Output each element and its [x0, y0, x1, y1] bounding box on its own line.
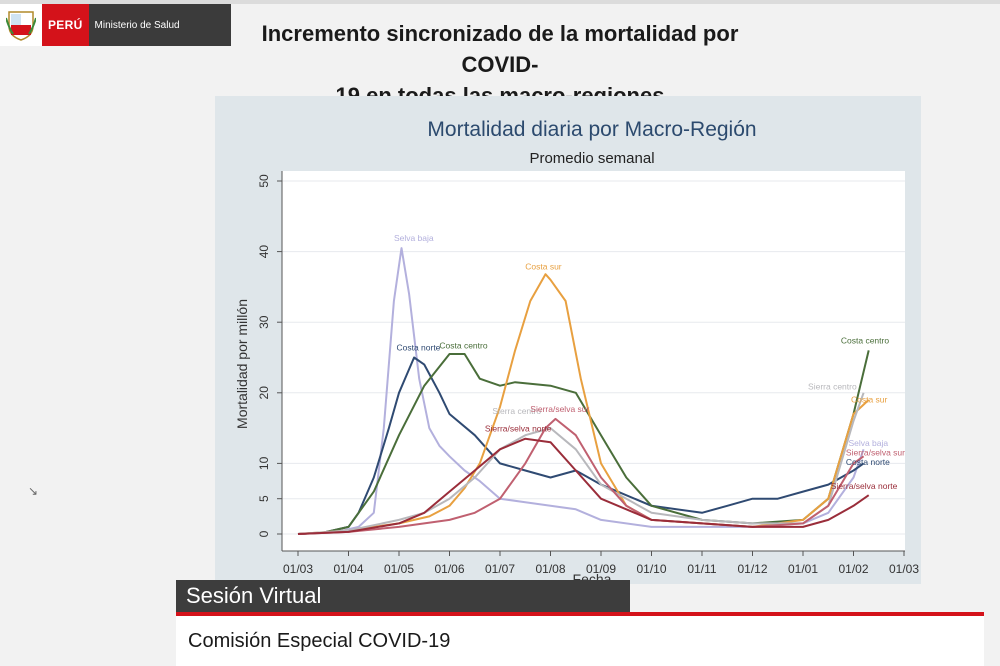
cursor-mark-icon: ↘	[28, 484, 39, 498]
y-tick-label: 20	[257, 386, 271, 400]
session-banner: Sesión Virtual	[176, 580, 630, 612]
y-axis-label: Mortalidad por millón	[234, 299, 250, 429]
series-inline-label: Sierra/selva sur	[530, 404, 589, 414]
chart-subtitle: Promedio semanal	[529, 150, 654, 167]
series-line-costa-centro	[297, 350, 870, 535]
series-inline-label: Sierra/selva sur	[846, 448, 905, 458]
series-inline-label: Sierra/selva norte	[485, 424, 552, 434]
series-inline-label: Sierra/selva norte	[831, 481, 898, 491]
y-tick-label: 40	[257, 245, 271, 259]
x-tick-label: 01/09	[586, 562, 616, 576]
chart-card: Mortalidad diaria por Macro-Región Prome…	[215, 96, 921, 584]
x-tick-label: 01/11	[687, 562, 716, 576]
series-inline-label: Costa centro	[841, 335, 889, 345]
series-line-sierra-selva-sur	[297, 417, 865, 535]
x-tick-label: 01/04	[333, 562, 363, 576]
ministry-brand: PERÚ Ministerio de Salud	[0, 4, 231, 46]
plot-area	[282, 171, 905, 551]
series-inline-label: Costa norte	[396, 342, 440, 352]
series-line-sierra-selva-norte	[297, 437, 870, 535]
y-tick-label: 0	[257, 530, 271, 537]
chart-title: Mortalidad diaria por Macro-Región	[427, 118, 756, 141]
top-border	[0, 0, 1000, 4]
x-tick-label: 01/12	[737, 562, 767, 576]
x-tick-label: 01/03	[283, 562, 313, 576]
slide-title-line-1: Incremento sincronizado de la mortalidad…	[261, 21, 739, 77]
slide-title: Incremento sincronizado de la mortalidad…	[240, 18, 760, 111]
axis-layer: 0 5 10 20 30 40 50 01/03 01/04 01/05 01/06 01/07 01/…	[257, 171, 919, 576]
mortality-line-chart: Mortalidad diaria por Macro-Región Prome…	[234, 118, 919, 584]
y-tick-label: 30	[257, 315, 271, 329]
x-tick-label: 01/06	[434, 562, 464, 576]
series-layer	[297, 247, 870, 535]
series-line-costa-sur	[297, 273, 870, 535]
series-inline-label: Costa sur	[525, 261, 562, 271]
x-tick-label: 01/07	[485, 562, 515, 576]
x-tick-label: 01/05	[384, 562, 414, 576]
series-inline-label: Costa sur	[851, 395, 888, 405]
series-inline-label: Selva baja	[394, 233, 434, 243]
x-tick-label: 01/03	[889, 562, 919, 576]
y-tick-label: 5	[257, 495, 271, 502]
y-tick-label: 10	[257, 456, 271, 470]
series-inline-label: Sierra centro	[808, 381, 857, 391]
x-tick-label: 01/10	[636, 562, 666, 576]
x-tick-label: 01/01	[788, 562, 818, 576]
series-line-costa-norte	[297, 356, 865, 535]
series-inline-label: Costa centro	[439, 340, 487, 350]
ministry-label: Ministerio de Salud	[88, 4, 231, 46]
x-tick-label: 01/08	[535, 562, 565, 576]
commission-banner: Comisión Especial COVID-19	[176, 616, 984, 666]
series-inline-label: Costa norte	[846, 457, 890, 467]
country-label: PERÚ	[42, 4, 89, 46]
y-tick-label: 50	[257, 174, 271, 188]
series-inline-label: Sierra centro	[492, 406, 541, 416]
banner-accent-strip	[176, 612, 984, 616]
series-inline-label: Selva baja	[848, 438, 888, 448]
x-tick-label: 01/02	[838, 562, 868, 576]
coat-of-arms-icon	[0, 4, 42, 46]
